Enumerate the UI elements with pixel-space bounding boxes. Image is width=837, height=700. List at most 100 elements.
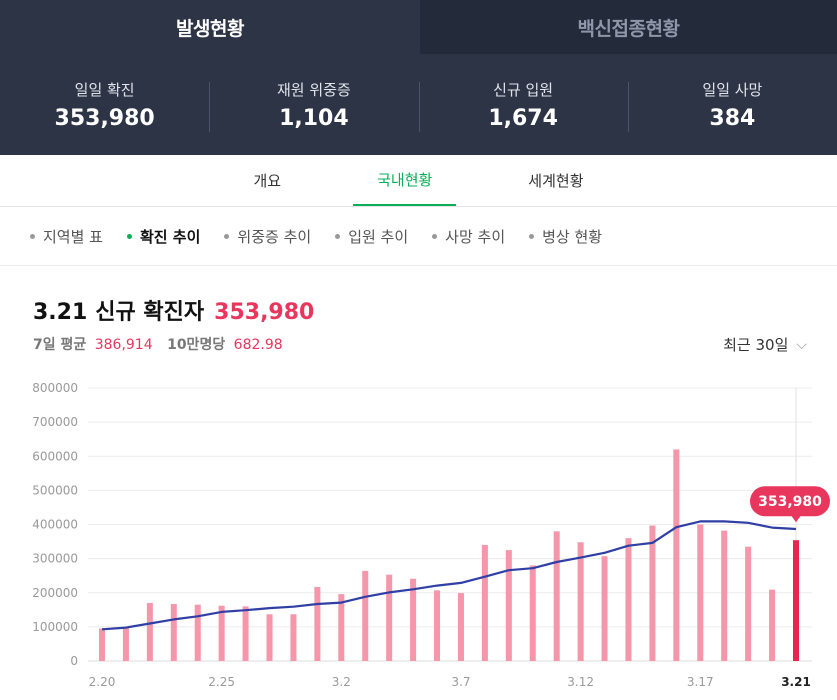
y-tick-label: 100000 [32, 620, 78, 634]
bar [457, 593, 464, 661]
bar [434, 590, 441, 661]
bar [769, 589, 776, 661]
filter-label: 병상 현황 [542, 227, 603, 246]
tab-overview[interactable]: 개요 [253, 171, 282, 190]
x-tick-label: 3.17 [687, 675, 714, 689]
summary-metrics: 7일 평균 386,914 10만명당 682.98 [33, 334, 287, 355]
bar [697, 524, 704, 661]
bar [410, 578, 417, 661]
filter-critical-trend[interactable]: 위중증 추이 [224, 226, 311, 247]
bar [529, 565, 536, 661]
bar [745, 546, 752, 661]
x-tick-label: 3.12 [567, 675, 594, 689]
x-tick-label: 3.7 [451, 675, 470, 689]
bubble-label: 353,980 [758, 494, 822, 510]
bar [673, 449, 680, 661]
value-bubble [750, 486, 830, 517]
stat-label: 신규 입원 [493, 80, 554, 99]
bullet-icon [432, 233, 438, 239]
y-tick-label: 200000 [32, 586, 78, 600]
filter-bed-status[interactable]: 병상 현황 [529, 226, 602, 247]
stat-label: 일일 확진 [74, 80, 135, 99]
y-tick-label: 300000 [32, 552, 78, 566]
sub-tabs: 개요 국내현황 세계현황 [0, 155, 837, 207]
chart-filters: 지역별 표 확진 추이 위중증 추이 입원 추이 사망 추이 병상 현황 [0, 207, 837, 266]
bullet-icon [335, 233, 341, 239]
avg-value: 386,914 [94, 337, 153, 353]
headline-date: 3.21 [33, 300, 88, 325]
filter-region-table[interactable]: 지역별 표 [30, 226, 103, 247]
avg-line [101, 520, 797, 631]
bar [721, 530, 728, 661]
bar [218, 605, 225, 661]
per-capita-label: 10만명당 [167, 337, 226, 353]
bar [194, 604, 201, 661]
bullet-icon [126, 233, 132, 239]
headline-value: 353,980 [214, 300, 315, 325]
filter-admission-trend[interactable]: 입원 추이 [335, 226, 408, 247]
y-tick-label: 0 [70, 654, 78, 668]
headline-title: 신규 확진자 [95, 300, 205, 325]
bar [99, 628, 105, 661]
bullet-icon [224, 233, 230, 239]
stat-label: 일일 사망 [702, 80, 763, 99]
filter-confirmed-trend[interactable]: 확진 추이 [126, 226, 200, 247]
chevron-down-icon: ⌵ [796, 336, 807, 353]
y-tick-label: 800000 [32, 381, 78, 395]
bar [793, 540, 799, 661]
bar [338, 594, 345, 661]
filter-label: 입원 추이 [348, 227, 409, 246]
bar [386, 574, 393, 661]
bar [649, 525, 656, 661]
summary-stats: 일일 확진 353,980 재원 위중증 1,104 신규 입원 1,674 일… [0, 54, 837, 155]
x-tick-label: 3.2 [332, 675, 351, 689]
bar [553, 531, 560, 661]
stat-label: 재원 위중증 [276, 80, 351, 99]
stat-daily-confirmed: 일일 확진 353,980 [0, 79, 209, 131]
stat-value: 1,104 [279, 105, 349, 131]
bullet-icon [30, 233, 35, 239]
bar [170, 604, 177, 661]
filter-label: 사망 추이 [445, 227, 506, 246]
bar [505, 550, 512, 661]
y-tick-label: 400000 [32, 518, 78, 532]
tab-world[interactable]: 세계현황 [528, 171, 584, 190]
y-tick-label: 700000 [32, 415, 78, 429]
tab-domestic[interactable]: 국내현황 [353, 155, 457, 206]
bar [314, 586, 321, 661]
bar [481, 544, 488, 661]
bar [122, 626, 129, 661]
tab-occurrence[interactable]: 발생현황 [176, 17, 244, 40]
x-tick-label: 3.21 [781, 675, 811, 689]
bar [242, 606, 249, 661]
stat-value: 1,674 [488, 105, 558, 131]
y-tick-label: 600000 [32, 449, 78, 463]
tab-vaccination[interactable]: 백신접종현황 [420, 0, 837, 54]
bar [266, 614, 273, 661]
period-label: 최근 30일 [723, 336, 789, 354]
bubble-pointer [791, 515, 801, 523]
y-tick-label: 500000 [32, 483, 78, 497]
top-tabs: 발생현황 백신접종현황 [0, 0, 837, 54]
x-tick-label: 2.25 [208, 675, 235, 689]
chart-headline: 3.21 신규 확진자 353,980 [0, 266, 837, 326]
chart-subline: 7일 평균 386,914 10만명당 682.98 최근 30일 ⌵ [0, 326, 837, 355]
avg-label: 7일 평균 [33, 337, 87, 353]
x-tick-label: 2.20 [89, 675, 116, 689]
stat-new-admission: 신규 입원 1,674 [418, 79, 628, 132]
bar [362, 570, 369, 661]
confirmed-chart: 0 100000 200000 300000 400000 500000 600000 700… [32, 381, 830, 689]
bar [146, 602, 153, 661]
filter-label: 위중증 추이 [237, 227, 312, 246]
bar [290, 614, 297, 661]
stat-value: 384 [709, 105, 756, 131]
bar [601, 556, 608, 661]
filter-death-trend[interactable]: 사망 추이 [432, 226, 505, 247]
bullet-icon [529, 233, 535, 239]
bar [625, 538, 632, 661]
stat-value: 353,980 [54, 105, 155, 131]
bar [577, 542, 584, 661]
filter-label: 지역별 표 [43, 227, 103, 246]
period-select[interactable]: 최근 30일 ⌵ [723, 334, 807, 355]
stat-critical: 재원 위중증 1,104 [209, 79, 418, 132]
